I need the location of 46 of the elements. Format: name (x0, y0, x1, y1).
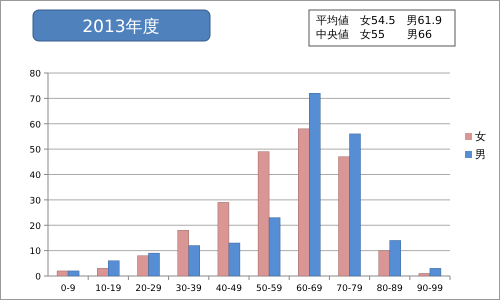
x-tick-label: 70-79 (336, 284, 363, 294)
chart-title: 2013年度 (82, 17, 160, 37)
bar (349, 134, 361, 276)
bar (298, 128, 310, 276)
legend-label: 男 (475, 148, 486, 161)
x-tick-label: 80-89 (376, 284, 404, 294)
bar (389, 240, 401, 276)
text: 中央値 女55 男66 (316, 28, 432, 41)
x-tick-label: 10-19 (95, 284, 122, 294)
bar (68, 270, 80, 276)
y-tick-label: 10 (30, 247, 42, 258)
bar (218, 202, 230, 276)
y-tick-label: 20 (30, 222, 42, 232)
bar (137, 255, 149, 276)
bar (56, 270, 68, 276)
y-tick-label: 0 (35, 272, 42, 282)
bar (228, 242, 240, 276)
plot: 0 10 20 30 40 50 60 70 80 0-9 10-19 20-29 30-39 40-49 50-59 60-69 70-79 80-89 90-99 (30, 70, 450, 294)
bar (97, 268, 109, 276)
x-tick-label: 50-59 (256, 284, 282, 294)
bar (148, 252, 160, 276)
text: 平均値 女54.5 男61.9 (316, 14, 442, 27)
x-tick-label: 60-69 (296, 284, 323, 294)
legend-label: 女 (475, 130, 486, 143)
y-tick-label: 60 (30, 120, 42, 130)
bar (338, 156, 350, 276)
bar (177, 230, 189, 276)
bar (378, 250, 390, 276)
bar (268, 217, 280, 276)
y-tick-label: 40 (30, 171, 42, 181)
bar (418, 273, 430, 276)
x-tick-label: 90-99 (416, 284, 444, 294)
y-tick-label: 30 (30, 196, 42, 206)
x-tick-label: 20-29 (135, 284, 162, 294)
x-tick-label: 0-9 (60, 284, 76, 294)
bar (188, 245, 200, 276)
y-tick-label: 80 (30, 70, 42, 80)
y-tick-label: 70 (30, 94, 42, 105)
bar (108, 260, 120, 276)
bar (309, 93, 321, 276)
bar (430, 268, 442, 276)
y-tick-label: 50 (30, 146, 42, 156)
x-tick-label: 30-39 (176, 284, 202, 294)
title: 2013年度 (32, 10, 210, 42)
x-tick-label: 40-49 (216, 284, 242, 294)
bar (258, 151, 270, 276)
